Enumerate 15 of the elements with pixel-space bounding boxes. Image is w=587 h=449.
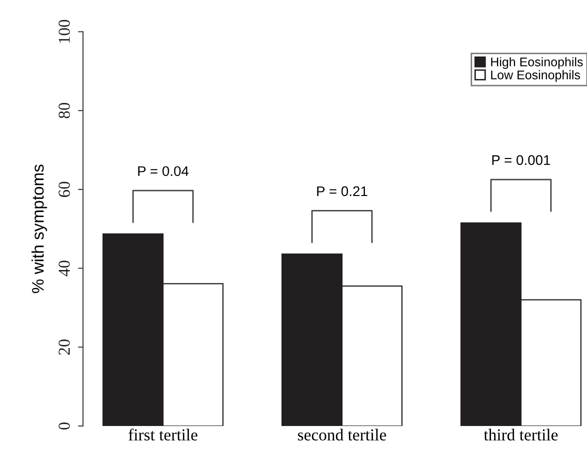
- y-tick-label: 0: [58, 422, 70, 430]
- y-tick-label: 60: [58, 182, 70, 198]
- y-tick-label: 40: [58, 260, 70, 276]
- x-tick-label: first tertile: [128, 428, 198, 441]
- annotation: P = 0.001: [492, 155, 550, 165]
- annotation: P = 0.04: [138, 166, 189, 176]
- y-tick-label: 80: [58, 102, 70, 118]
- legend-label: High Eosinophils: [491, 57, 583, 69]
- legend-label: Low Eosinophils: [491, 70, 580, 82]
- annotation: P = 0.21: [317, 186, 368, 196]
- y-tick-label: 100: [58, 20, 70, 43]
- y-tick-label: 20: [58, 339, 70, 355]
- x-tick-label: third tertile: [484, 428, 558, 441]
- y-axis-title: % with symptoms: [32, 164, 48, 294]
- x-tick-label: second tertile: [298, 428, 386, 441]
